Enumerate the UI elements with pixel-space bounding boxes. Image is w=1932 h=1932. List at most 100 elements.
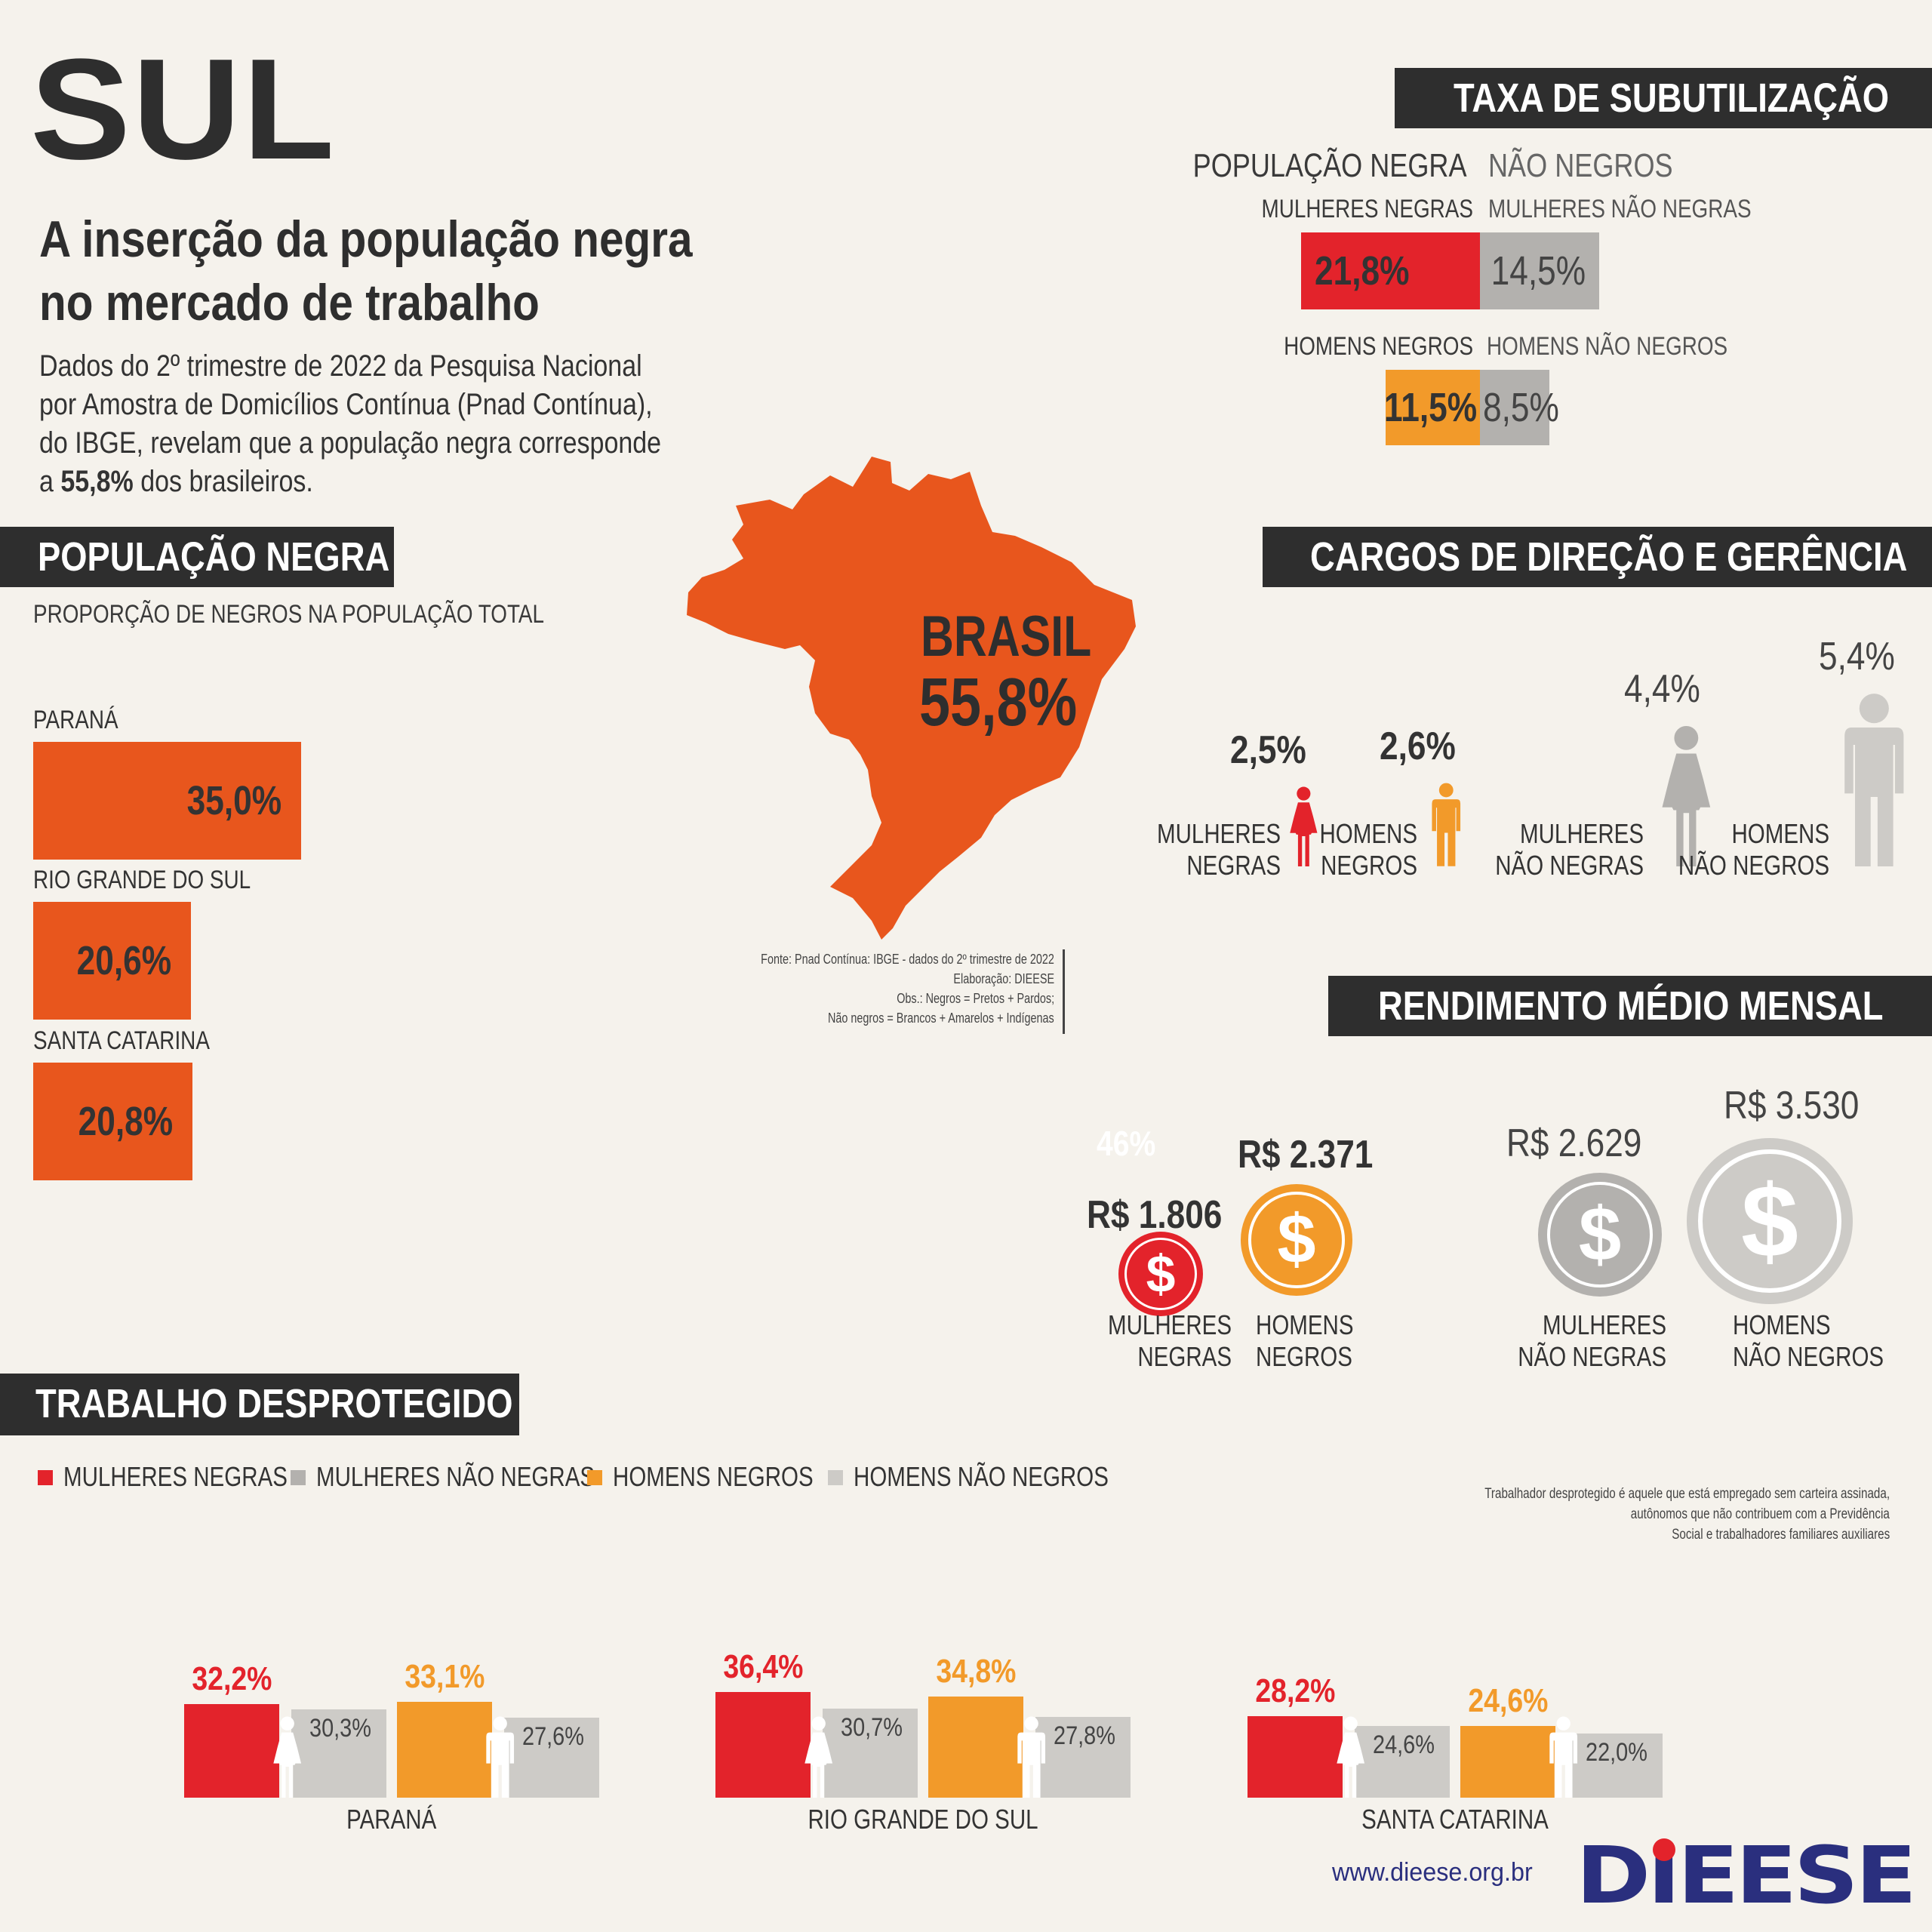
person-body (486, 1732, 515, 1798)
desp-category-label-text: RIO GRANDE DO SUL (808, 1804, 1038, 1835)
desp-value: 24,6% (1373, 1730, 1445, 1760)
person-head (1297, 786, 1311, 801)
desp-male-icon (486, 1716, 515, 1798)
cargos-label-line: HOMENS (1645, 818, 1829, 850)
desp-value-text: 34,8% (935, 1653, 1017, 1690)
desp-category-label: SANTA CATARINA (1247, 1804, 1663, 1835)
rend-coin: $ (1687, 1138, 1853, 1304)
subutil-bar-negra: 11,5% (1384, 370, 1480, 445)
brazil-map-shape (687, 457, 1136, 940)
legend-label: HOMENS NEGROS (613, 1461, 857, 1493)
pop-bar-value: 20,6% (56, 902, 171, 1020)
rend-label-line: MULHERES (1081, 1309, 1232, 1341)
desp-value-text: 24,6% (1467, 1682, 1549, 1720)
pop-bar-label-text: PARANÁ (33, 706, 118, 734)
rend-label-line: NEGROS (1256, 1341, 1375, 1373)
rend-value-text: R$ 1.806 (1087, 1193, 1223, 1237)
desp-value-text: 32,2% (191, 1660, 272, 1698)
person-head (1556, 1716, 1571, 1730)
desp-bar (1567, 1734, 1663, 1798)
pop-bar-value-text: 20,6% (76, 938, 171, 983)
cargos-person-icon (1662, 725, 1711, 866)
desp-bar (928, 1697, 1023, 1798)
rend-value: R$ 3.530 (1724, 1083, 1883, 1128)
subutil-value-negra: 11,5% (1364, 370, 1477, 445)
dollar-icon: $ (1277, 1201, 1316, 1278)
cargos-label-text: NEGROS (1321, 850, 1417, 881)
rend-label-line: NEGRAS (1081, 1341, 1232, 1373)
rend-value-text: R$ 2.629 (1506, 1121, 1642, 1165)
cargos-value-text: 4,4% (1624, 666, 1700, 711)
person-head (1674, 725, 1699, 750)
cargos-value: 2,6% (1380, 724, 1469, 769)
rend-label-text: MULHERES (1542, 1309, 1666, 1340)
intro-line-3: do IBGE, revelam que a população negra c… (39, 426, 662, 460)
headline-line-1: A inserção da população negra (39, 211, 693, 268)
cargos-label: HOMENS NÃO NEGROS (1645, 818, 1829, 881)
pop-bar-value-text: 20,8% (78, 1099, 173, 1144)
desp-value-text: 30,7% (841, 1712, 903, 1742)
subutil-value-nao: 8,5% (1483, 370, 1576, 445)
pop-bar-value: 35,0% (166, 742, 281, 860)
footer-url[interactable]: www.dieese.org.br (1332, 1858, 1533, 1887)
desp-value-text: 33,1% (404, 1657, 485, 1695)
cargos-label: HOMENS NEGROS (1298, 818, 1417, 881)
dieese-logo: DIEESE (1576, 1829, 1917, 1921)
subutil-bar-nao: 14,5% (1480, 232, 1599, 309)
rend-label-text: NEGRAS (1137, 1341, 1232, 1372)
subutil-bar-negra: 21,8% (1301, 232, 1480, 309)
cargos-label-text: NEGRAS (1186, 850, 1281, 881)
brazil-value: 55,8% (919, 665, 1078, 740)
cargos-label-text: NÃO NEGRAS (1495, 850, 1644, 881)
desp-bar (1460, 1726, 1555, 1798)
subutil-value-negra-text: 11,5% (1383, 385, 1477, 430)
legend-label: MULHERES NÃO NEGRAS (316, 1461, 656, 1493)
person-head (1438, 783, 1454, 798)
rend-value: R$ 2.371 (1238, 1132, 1397, 1177)
rend-coin-inner (1124, 1237, 1198, 1311)
intro-line-4-post: dos brasileiros. (133, 465, 313, 498)
desp-bar (397, 1701, 492, 1798)
desp-bar (291, 1709, 386, 1798)
desp-value: 28,2% (1247, 1672, 1343, 1710)
source-line-3: Obs.: Negros = Pretos + Pardos; (897, 991, 1054, 1006)
desp-note: Trabalhador desprotegido é aquele que es… (1383, 1484, 1890, 1545)
desp-bar (1247, 1715, 1343, 1798)
subutil-value-nao-text: 14,5% (1491, 248, 1586, 294)
desp-value-text: 36,4% (722, 1648, 804, 1685)
desp-category-label-text: SANTA CATARINA (1361, 1804, 1549, 1835)
intro-line-1: Dados do 2º trimestre de 2022 da Pesquis… (39, 349, 642, 383)
pop-section-title: POPULAÇÃO NEGRA (38, 534, 390, 580)
person-head (1859, 694, 1889, 724)
cargos-label: MULHERES NEGRAS (1130, 818, 1281, 881)
cargos-label-text: MULHERES (1519, 818, 1644, 849)
rend-label-text: MULHERES (1107, 1309, 1232, 1340)
rend-value: R$ 2.629 (1506, 1121, 1666, 1166)
person-body (1017, 1732, 1046, 1798)
desp-note-line-2: autônomos que não contribuem com a Previ… (1630, 1506, 1890, 1522)
rend-label: MULHERES NEGRAS (1081, 1309, 1232, 1373)
rend-label: HOMENS NÃO NEGROS (1733, 1309, 1917, 1373)
person-body (273, 1732, 302, 1798)
rend-value: R$ 1.806 (1087, 1192, 1246, 1238)
desp-note-line-1: Trabalhador desprotegido é aquele que es… (1484, 1486, 1890, 1502)
desp-female-icon (804, 1716, 833, 1798)
pop-bar: 20,8% (33, 1063, 192, 1180)
dollar-icon: $ (1741, 1164, 1798, 1278)
desp-category-label: RIO GRANDE DO SUL (715, 1804, 1131, 1835)
rend-value-text: R$ 3.530 (1724, 1084, 1860, 1128)
dollar-icon: $ (1146, 1244, 1176, 1303)
desp-value-text: 30,3% (309, 1714, 371, 1743)
desp-male-icon (1017, 1716, 1046, 1798)
rend-coin: $ (1538, 1173, 1662, 1297)
source-line-4: Não negros = Brancos + Amarelos + Indíge… (828, 1011, 1054, 1026)
pop-bar-label: SANTA CATARINA (33, 1026, 248, 1056)
desp-value: 34,8% (928, 1653, 1023, 1690)
rend-coin-inner (1248, 1192, 1345, 1288)
brazil-map (687, 457, 1136, 940)
desp-female-icon (273, 1716, 302, 1798)
desp-value: 30,7% (841, 1713, 913, 1743)
desp-value: 36,4% (715, 1648, 811, 1686)
pop-bar: 35,0% (33, 742, 301, 860)
brazil-label: BRASIL (921, 605, 1092, 669)
